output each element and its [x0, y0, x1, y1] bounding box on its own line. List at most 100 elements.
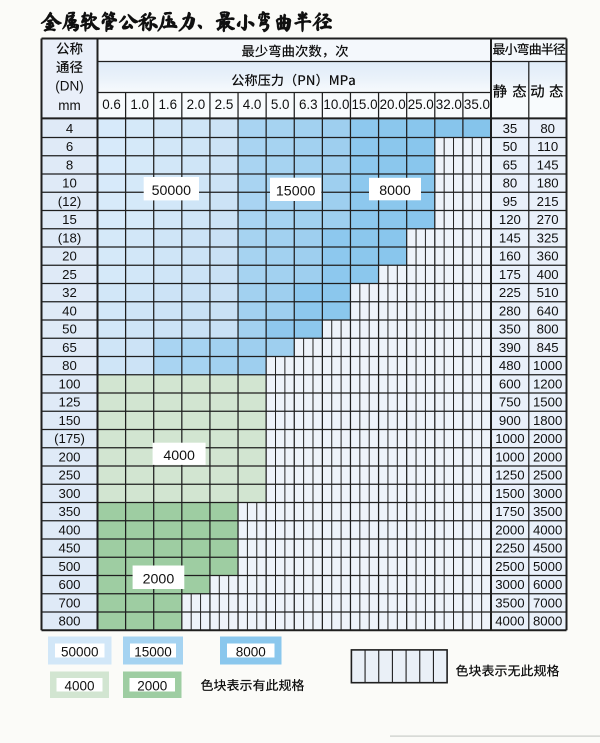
svg-text:35.0: 35.0 [464, 97, 490, 112]
svg-text:15: 15 [62, 212, 77, 227]
svg-text:50000: 50000 [61, 644, 99, 659]
svg-text:180: 180 [537, 176, 559, 191]
svg-text:32.0: 32.0 [436, 97, 462, 112]
svg-text:4500: 4500 [533, 541, 562, 556]
svg-text:4000: 4000 [495, 614, 524, 629]
svg-text:1200: 1200 [533, 376, 562, 391]
svg-text:2250: 2250 [495, 541, 524, 556]
svg-text:(DN): (DN) [55, 79, 84, 94]
svg-text:845: 845 [537, 340, 559, 355]
svg-text:5000: 5000 [533, 559, 562, 574]
svg-text:8000: 8000 [379, 183, 411, 199]
svg-text:450: 450 [58, 541, 80, 556]
svg-text:1.6: 1.6 [158, 97, 177, 112]
svg-text:110: 110 [537, 139, 558, 154]
svg-text:800: 800 [58, 614, 80, 629]
svg-text:1500: 1500 [533, 395, 562, 410]
svg-text:145: 145 [537, 157, 559, 172]
svg-text:8000: 8000 [533, 614, 562, 629]
svg-text:510: 510 [537, 285, 559, 300]
svg-text:1750: 1750 [495, 504, 524, 519]
svg-text:100: 100 [58, 376, 80, 391]
svg-text:280: 280 [499, 303, 521, 318]
svg-text:350: 350 [499, 322, 521, 337]
svg-text:80: 80 [503, 176, 518, 191]
svg-text:6: 6 [66, 139, 73, 154]
svg-text:10: 10 [62, 176, 77, 191]
svg-text:95: 95 [503, 194, 518, 209]
svg-text:160: 160 [499, 249, 521, 264]
svg-text:25.0: 25.0 [408, 97, 434, 112]
svg-text:2500: 2500 [533, 468, 562, 483]
svg-text:3000: 3000 [495, 577, 524, 592]
svg-text:3500: 3500 [495, 595, 524, 610]
svg-text:2.5: 2.5 [215, 97, 234, 112]
svg-text:145: 145 [499, 230, 521, 245]
svg-text:2.0: 2.0 [187, 97, 206, 112]
svg-text:2500: 2500 [495, 559, 524, 574]
svg-text:4: 4 [66, 121, 73, 136]
svg-text:325: 325 [537, 230, 559, 245]
svg-text:4000: 4000 [64, 679, 94, 694]
svg-text:80: 80 [540, 121, 555, 136]
svg-text:15000: 15000 [276, 184, 316, 200]
svg-text:1500: 1500 [495, 486, 524, 501]
svg-text:5.0: 5.0 [271, 97, 290, 112]
svg-text:6.3: 6.3 [299, 97, 318, 112]
svg-text:4000: 4000 [163, 448, 195, 464]
svg-text:1.0: 1.0 [130, 97, 149, 112]
svg-text:600: 600 [58, 577, 80, 592]
svg-text:mm: mm [58, 98, 81, 113]
svg-text:200: 200 [58, 449, 80, 464]
svg-text:390: 390 [499, 340, 521, 355]
svg-text:215: 215 [537, 194, 559, 209]
svg-text:15000: 15000 [134, 644, 172, 659]
svg-text:(175): (175) [54, 431, 85, 446]
svg-text:4.0: 4.0 [243, 97, 262, 112]
svg-text:2000: 2000 [143, 571, 175, 587]
svg-text:2000: 2000 [533, 449, 562, 464]
svg-text:20: 20 [62, 249, 77, 264]
svg-text:800: 800 [537, 322, 559, 337]
svg-text:3500: 3500 [533, 504, 562, 519]
svg-text:1000: 1000 [495, 449, 524, 464]
svg-text:400: 400 [58, 522, 80, 537]
svg-text:20.0: 20.0 [380, 97, 406, 112]
svg-text:3000: 3000 [533, 486, 562, 501]
svg-text:1250: 1250 [495, 468, 524, 483]
svg-text:125: 125 [58, 395, 80, 410]
svg-text:(18): (18) [58, 230, 81, 245]
svg-text:2000: 2000 [137, 679, 167, 694]
svg-text:15.0: 15.0 [351, 97, 377, 112]
svg-text:2000: 2000 [533, 431, 562, 446]
svg-text:1000: 1000 [533, 358, 562, 373]
svg-text:50: 50 [62, 322, 77, 337]
svg-text:250: 250 [58, 468, 80, 483]
svg-text:32: 32 [62, 285, 77, 300]
svg-text:7000: 7000 [533, 595, 562, 610]
svg-text:750: 750 [499, 395, 521, 410]
svg-text:8: 8 [66, 157, 73, 172]
svg-text:640: 640 [537, 303, 559, 318]
svg-text:65: 65 [503, 157, 518, 172]
svg-text:150: 150 [58, 413, 80, 428]
svg-text:120: 120 [499, 212, 521, 227]
svg-text:270: 270 [537, 212, 559, 227]
svg-text:2000: 2000 [495, 522, 524, 537]
svg-text:400: 400 [537, 267, 559, 282]
svg-text:80: 80 [62, 358, 77, 373]
svg-text:225: 225 [499, 285, 521, 300]
svg-text:350: 350 [58, 504, 80, 519]
svg-text:0.6: 0.6 [102, 97, 121, 112]
svg-text:8000: 8000 [236, 644, 266, 659]
svg-text:500: 500 [58, 559, 80, 574]
svg-text:175: 175 [499, 267, 521, 282]
svg-text:50000: 50000 [152, 183, 192, 199]
svg-text:600: 600 [499, 376, 521, 391]
svg-text:(12): (12) [58, 194, 81, 209]
svg-text:1000: 1000 [495, 431, 524, 446]
svg-text:10.0: 10.0 [323, 97, 349, 112]
svg-text:700: 700 [58, 595, 80, 610]
svg-text:360: 360 [537, 249, 559, 264]
svg-text:4000: 4000 [533, 522, 562, 537]
